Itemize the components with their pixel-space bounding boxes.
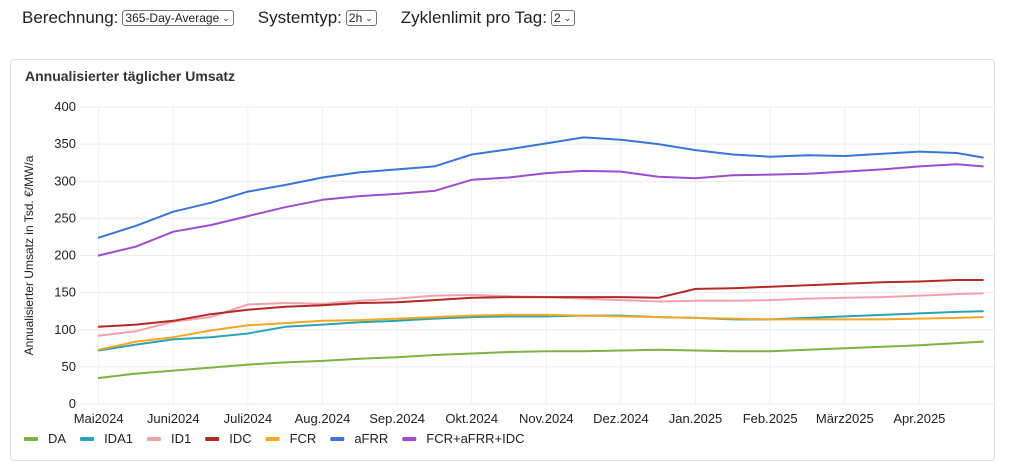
chevron-down-icon: ⌄ <box>222 12 230 23</box>
x-tick-label: Okt.2024 <box>445 411 498 426</box>
zyklenlimit-value: 2 <box>553 11 561 25</box>
series-line-afrr <box>97 136 984 239</box>
x-tick-label: Aug.2024 <box>295 411 351 426</box>
y-tick-label: 300 <box>54 173 76 188</box>
x-tick-label: Juni2024 <box>147 411 200 426</box>
berechnung-control: Berechnung: 365-Day-Average ⌄ <box>22 8 234 28</box>
x-tick-label: Apr.2025 <box>893 411 945 426</box>
legend-label-idc: IDC <box>229 431 251 446</box>
y-tick-label: 0 <box>69 396 76 411</box>
zyklenlimit-select[interactable]: 2 ⌄ <box>550 10 576 26</box>
x-tick-label: Jan.2025 <box>669 411 723 426</box>
x-tick-label: Feb.2025 <box>743 411 798 426</box>
legend-label-ida1: IDA1 <box>104 431 133 446</box>
legend-swatch-id1 <box>146 437 161 441</box>
y-tick-label: 150 <box>54 285 76 300</box>
chart-title: Annualisierter täglicher Umsatz <box>25 68 236 84</box>
series-line-fcr-afrr-idc <box>97 163 984 257</box>
zyklenlimit-label: Zyklenlimit pro Tag: <box>400 8 547 27</box>
systemtyp-value: 2h <box>348 11 363 25</box>
x-tick-label: Dez.2024 <box>593 411 649 426</box>
legend-swatch-fcr <box>265 437 280 441</box>
systemtyp-control: Systemtyp: 2h ⌄ <box>258 8 377 28</box>
y-tick-label: 400 <box>54 99 76 114</box>
y-tick-label: 200 <box>54 248 76 263</box>
berechnung-value: 365-Day-Average <box>125 11 220 25</box>
legend-swatch-idc <box>205 437 220 441</box>
x-tick-label: Sep.2024 <box>369 411 425 426</box>
legend-swatch-fcr-afrr-idc <box>402 437 417 441</box>
series-line-idc <box>97 279 984 328</box>
legend-swatch-afrr <box>330 437 345 441</box>
y-tick-label: 350 <box>54 136 76 151</box>
legend-label-id1: ID1 <box>171 431 191 446</box>
y-axis-label: Annualisierter Umsatz in Tsd. €/MW/a <box>22 155 36 355</box>
series-line-ida1 <box>97 310 984 352</box>
systemtyp-label: Systemtyp: <box>257 8 342 27</box>
legend-swatch-ida1 <box>80 437 95 441</box>
toolbar: Berechnung: 365-Day-Average ⌄ Systemtyp:… <box>22 6 599 30</box>
legend-label-afrr: aFRR <box>354 431 388 446</box>
x-tick-label: März2025 <box>816 411 874 426</box>
legend-label-fcr: FCR <box>290 431 317 446</box>
legend-swatch-da <box>24 437 38 441</box>
zyklenlimit-control: Zyklenlimit pro Tag: 2 ⌄ <box>400 8 576 28</box>
y-tick-label: 100 <box>54 322 76 337</box>
y-tick-label: 50 <box>62 359 76 374</box>
legend-label-da: DA <box>48 431 66 446</box>
x-tick-label: Nov.2024 <box>519 411 574 426</box>
berechnung-select[interactable]: 365-Day-Average ⌄ <box>122 10 234 26</box>
berechnung-label: Berechnung: <box>22 8 119 27</box>
chevron-down-icon: ⌄ <box>563 12 572 23</box>
series-line-fcr <box>97 313 984 351</box>
chart-card: Annualisierter täglicher Umsatz <box>10 59 995 461</box>
y-tick-label: 250 <box>54 210 76 225</box>
systemtyp-select[interactable]: 2h ⌄ <box>345 10 377 26</box>
x-tick-label: Juli2024 <box>224 411 272 426</box>
legend-label-fcr-afrr-idc: FCR+aFRR+IDC <box>426 431 524 446</box>
series-line-da <box>97 340 984 379</box>
chevron-down-icon: ⌄ <box>365 12 373 23</box>
x-tick-label: Mai2024 <box>74 411 124 426</box>
